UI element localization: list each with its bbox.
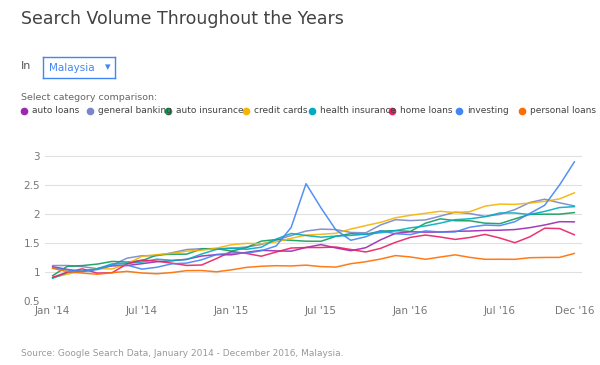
Text: Malaysia: Malaysia [49,62,95,73]
Text: general banking: general banking [98,106,172,115]
Text: ▾: ▾ [105,62,111,73]
Text: In: In [21,61,31,71]
Text: auto loans: auto loans [32,106,79,115]
Text: credit cards: credit cards [254,106,307,115]
Text: health insurance: health insurance [320,106,396,115]
Text: Source: Google Search Data, January 2014 - December 2016, Malaysia.: Source: Google Search Data, January 2014… [21,349,343,358]
Text: Search Volume Throughout the Years: Search Volume Throughout the Years [21,10,344,28]
Text: investing: investing [467,106,508,115]
Text: auto insurance: auto insurance [176,106,244,115]
Text: personal loans: personal loans [530,106,596,115]
Text: home loans: home loans [400,106,453,115]
Text: Select category comparison:: Select category comparison: [21,93,157,102]
